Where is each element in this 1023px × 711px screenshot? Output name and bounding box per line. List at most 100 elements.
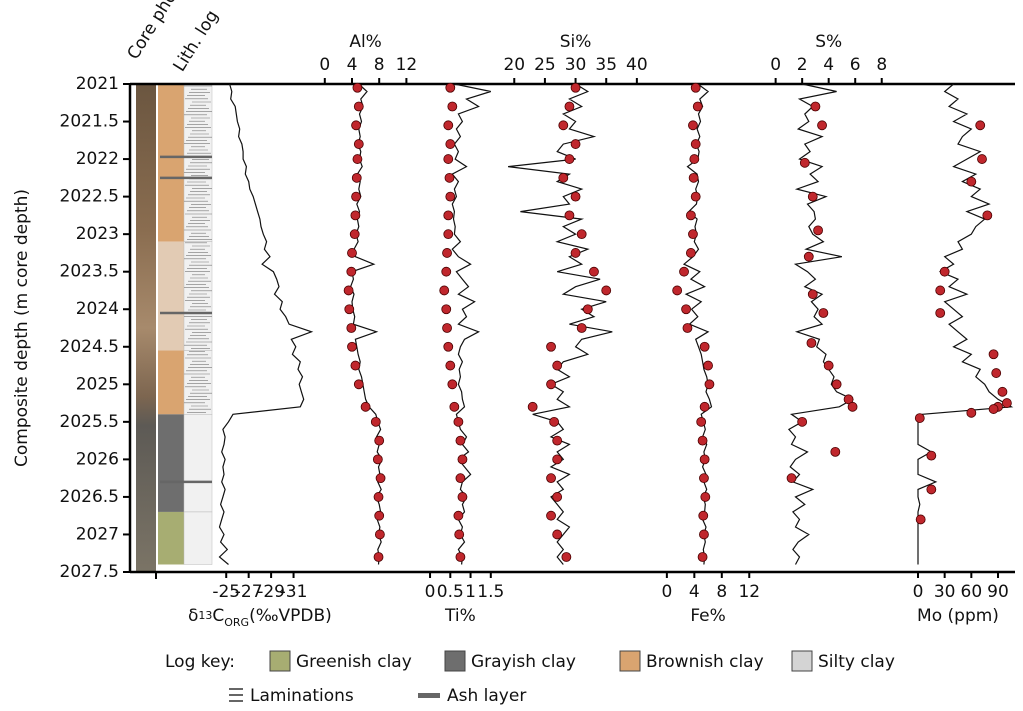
y-axis-title: Composite depth (m core depth) <box>12 189 32 467</box>
sample-point <box>552 360 563 371</box>
sample-point <box>564 210 575 221</box>
x-axis-title: Fe% <box>690 606 725 626</box>
sample-point <box>373 492 384 502</box>
sample-point <box>375 473 386 484</box>
sample-point <box>935 308 946 318</box>
sample-point <box>344 304 355 315</box>
x-tick-label: 4 <box>823 55 834 75</box>
y-tick-label: 2027.5 <box>60 562 119 582</box>
sample-point <box>552 529 563 540</box>
sample-point <box>351 120 361 131</box>
sample-point <box>799 157 810 168</box>
legend-label: Brownish clay <box>646 652 764 672</box>
sample-point <box>698 510 709 521</box>
sample-point <box>966 176 977 187</box>
x-tick-label: 0 <box>770 55 781 75</box>
sample-point <box>704 379 715 390</box>
sample-point <box>576 229 587 240</box>
sample-point <box>939 266 950 277</box>
lithology-unit <box>158 241 184 351</box>
legend-label: Ash layer <box>447 686 526 706</box>
sample-point <box>682 323 693 333</box>
sample-point <box>352 154 363 164</box>
sample-point <box>847 401 858 412</box>
sample-point <box>786 473 797 484</box>
sample-point <box>686 248 696 258</box>
x-axis-title-part: δ <box>188 606 198 626</box>
sample-point <box>988 349 999 360</box>
y-tick-label: 2021.5 <box>60 112 119 132</box>
sample-point <box>688 229 698 240</box>
sample-point <box>807 191 818 202</box>
sample-point <box>353 101 364 112</box>
sample-point <box>915 514 926 525</box>
profile-line <box>917 83 1014 565</box>
x-tick-label: -25 <box>212 582 240 602</box>
x-tick-label: 0 <box>913 582 924 602</box>
x-axis-title-part: 13 <box>198 609 212 622</box>
x-tick-label: 4 <box>347 55 358 75</box>
sample-point <box>679 266 689 277</box>
lithology-silt <box>183 511 213 565</box>
x-tick-label: 40 <box>626 55 648 75</box>
x-axis-title: δ13CORG(‰VPDB) <box>188 606 332 629</box>
sample-point <box>681 304 691 315</box>
sample-point <box>360 401 371 412</box>
x-tick-label: 30 <box>565 55 587 75</box>
sample-point <box>991 368 1002 378</box>
sample-point <box>445 82 456 93</box>
sample-point <box>690 139 701 149</box>
column-header: Lith. log <box>170 7 223 76</box>
sample-point <box>703 360 713 371</box>
lithology-silt <box>183 350 213 415</box>
sample-point <box>552 435 563 446</box>
sample-point <box>672 285 683 296</box>
sample-point <box>589 266 599 277</box>
sample-point <box>699 473 709 484</box>
sample-point <box>564 101 575 112</box>
sample-point <box>353 139 364 149</box>
sample-point <box>552 454 563 465</box>
sample-point <box>443 120 454 131</box>
sample-point <box>454 529 465 540</box>
sample-point <box>688 172 699 183</box>
x-axis-title-part: C <box>212 606 224 626</box>
x-tick-label: 35 <box>595 55 617 75</box>
sample-point <box>546 510 556 521</box>
sample-point <box>349 229 360 240</box>
legend-swatch <box>619 650 641 672</box>
legend-label: Silty clay <box>818 652 895 672</box>
sample-point <box>455 435 466 446</box>
profile-line <box>787 83 854 565</box>
sample-point <box>564 154 575 164</box>
laminations <box>184 85 212 413</box>
x-tick-label: 12 <box>396 55 418 75</box>
sample-point <box>843 394 854 405</box>
sample-point <box>935 285 946 296</box>
sample-point <box>977 154 987 164</box>
sample-point <box>445 139 456 149</box>
sample-point <box>347 248 357 258</box>
x-tick-label: 8 <box>716 582 727 602</box>
profile-line <box>508 83 613 565</box>
sample-point <box>351 172 362 183</box>
sample-point <box>688 120 698 131</box>
legend-label: Greenish clay <box>296 652 412 672</box>
legend-label: Laminations <box>250 686 354 706</box>
sample-point <box>823 360 834 371</box>
x-axis-title: Al% <box>349 32 382 52</box>
y-tick-label: 2026 <box>76 449 119 469</box>
x-axis-title-part: ORG <box>224 616 249 629</box>
sample-point <box>373 552 384 562</box>
sample-point <box>457 454 468 465</box>
sample-point <box>810 101 821 112</box>
sample-point <box>982 210 993 221</box>
y-tick-label: 2021 <box>76 74 119 94</box>
x-tick-label: 25 <box>534 55 556 75</box>
sample-point <box>444 172 455 183</box>
sample-point <box>582 304 593 315</box>
x-tick-label: 4 <box>689 582 700 602</box>
sample-point <box>699 341 710 352</box>
sample-point <box>558 172 569 183</box>
